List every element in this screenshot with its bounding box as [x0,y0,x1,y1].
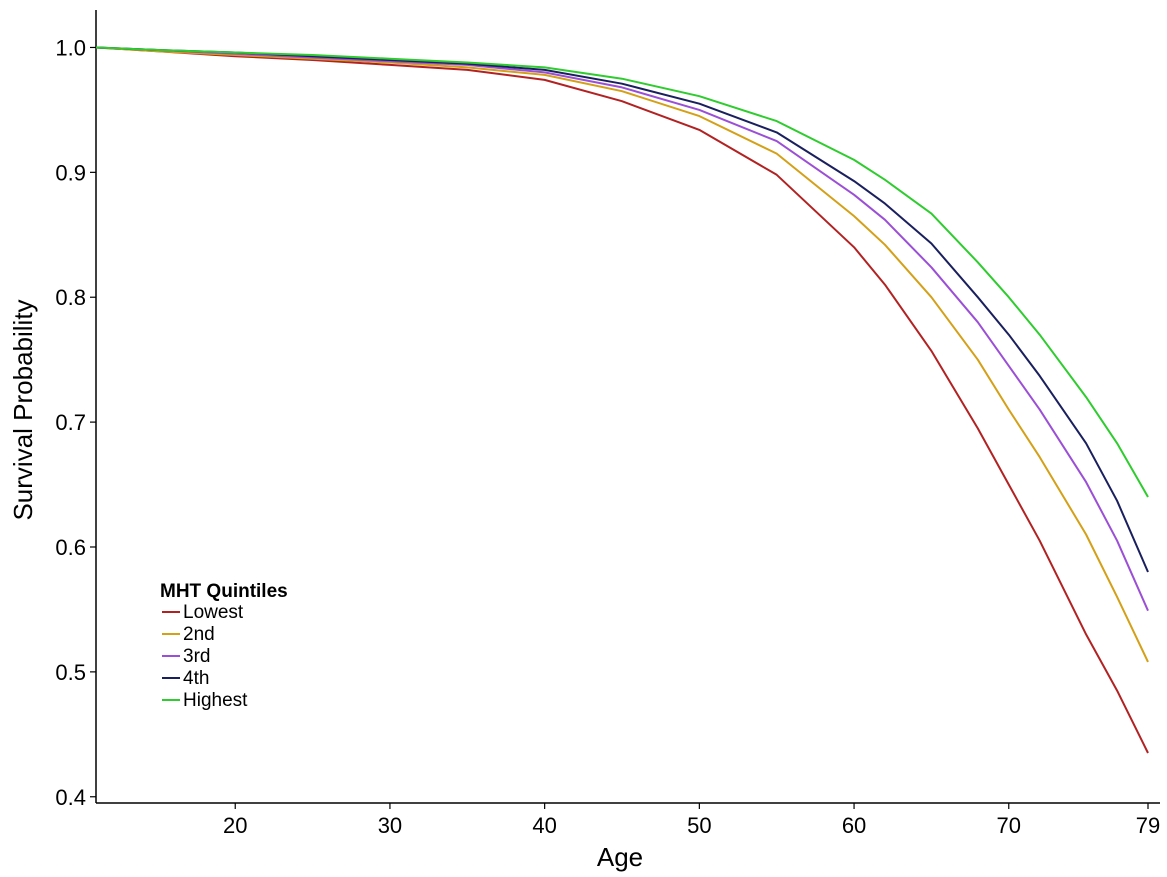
series-line-lowest [95,46,1149,754]
legend-label: Lowest [183,602,244,623]
x-tick-label: 60 [842,813,866,838]
y-axis-title: Survival Probability [8,299,38,520]
y-tick-label: 0.6 [55,535,86,560]
legend-title: MHT Quintiles [160,581,288,602]
x-tick-label: 50 [687,813,711,838]
x-tick-label: 30 [378,813,402,838]
legend-label: 3rd [183,646,210,667]
y-tick-label: 0.7 [55,410,86,435]
y-tick-label: 0.8 [55,285,86,310]
series-line-highest [95,46,1149,498]
legend-label: 4th [183,668,209,689]
legend-label: Highest [183,690,248,711]
series-group [95,46,1149,754]
x-tick-label: 70 [997,813,1021,838]
x-axis-title: Age [597,842,643,872]
y-tick-label: 1.0 [55,35,86,60]
y-tick-label: 0.5 [55,660,86,685]
series-line-2nd [95,46,1149,663]
tick-group: 20 30 40 50 60 70 79 0.4 0.5 0.6 0.7 0.8 0.9 1.0 [55,35,1160,838]
y-tick-label: 0.4 [55,785,86,810]
x-tick-label: 40 [532,813,556,838]
series-line-3rd [95,46,1149,612]
y-tick-label: 0.9 [55,160,86,185]
legend-label: 2nd [183,624,215,645]
x-tick-label: 79 [1136,813,1160,838]
x-tick-label: 20 [223,813,247,838]
series-line-4th [95,46,1149,573]
